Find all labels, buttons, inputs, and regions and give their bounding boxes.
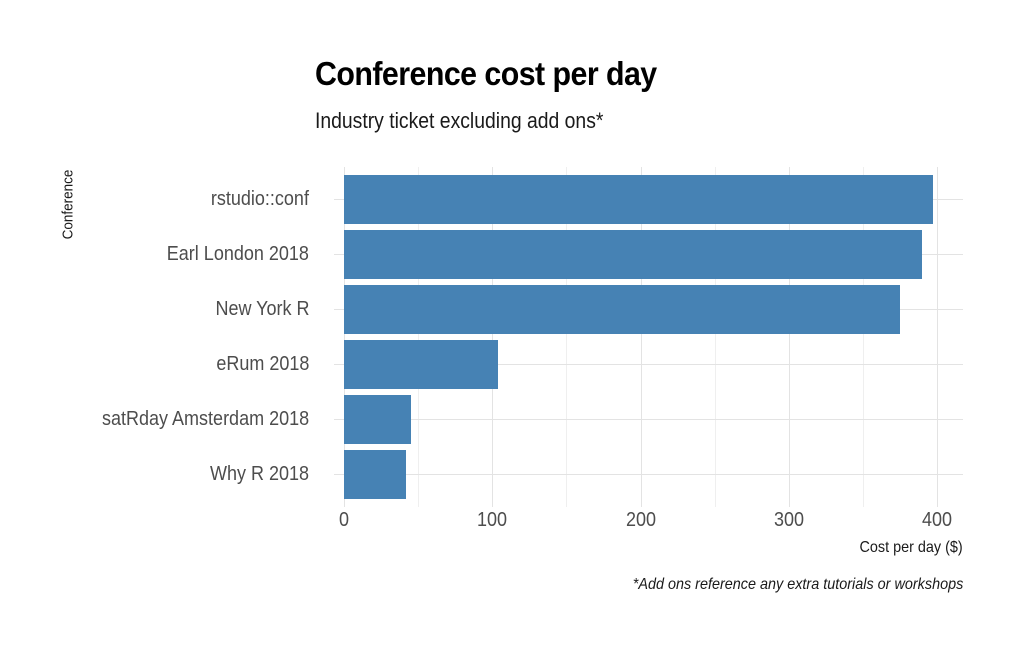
x-tick-label: 0 [338,509,350,531]
gridline-vertical [344,167,345,507]
bar [344,395,411,444]
chart-subtitle: Industry ticket excluding add ons* [315,108,604,133]
y-tick-label: New York R [214,298,309,320]
gridline-vertical [492,167,493,507]
bar [344,340,498,389]
gridline-vertical [566,167,567,507]
gridline-vertical [641,167,642,507]
gridline-vertical [863,167,864,507]
x-tick-label: 100 [477,509,508,531]
gridline-vertical [937,167,938,507]
bar [344,450,406,499]
y-tick-label: rstudio::conf [210,188,309,210]
x-axis-title: Cost per day ($) [859,539,963,556]
x-tick-label: 200 [625,509,656,531]
bar [344,175,933,224]
x-tick-label: 300 [773,509,804,531]
y-tick-label: Why R 2018 [209,463,309,485]
y-tick-label: satRday Amsterdam 2018 [101,408,309,430]
gridline-horizontal [334,419,963,420]
x-tick-label: 400 [922,509,953,531]
y-tick-label: Earl London 2018 [166,243,309,265]
chart-title: Conference cost per day [315,55,657,92]
gridline-horizontal [334,474,963,475]
bar [344,285,900,334]
gridline-vertical [418,167,419,507]
y-tick-label: eRum 2018 [215,353,309,375]
gridline-horizontal [334,364,963,365]
plot-panel [334,167,963,507]
gridline-vertical [789,167,790,507]
y-axis-title: Conference [59,169,77,240]
gridline-vertical [715,167,716,507]
bar [344,230,922,279]
chart-caption: *Add ons reference any extra tutorials o… [632,576,963,593]
